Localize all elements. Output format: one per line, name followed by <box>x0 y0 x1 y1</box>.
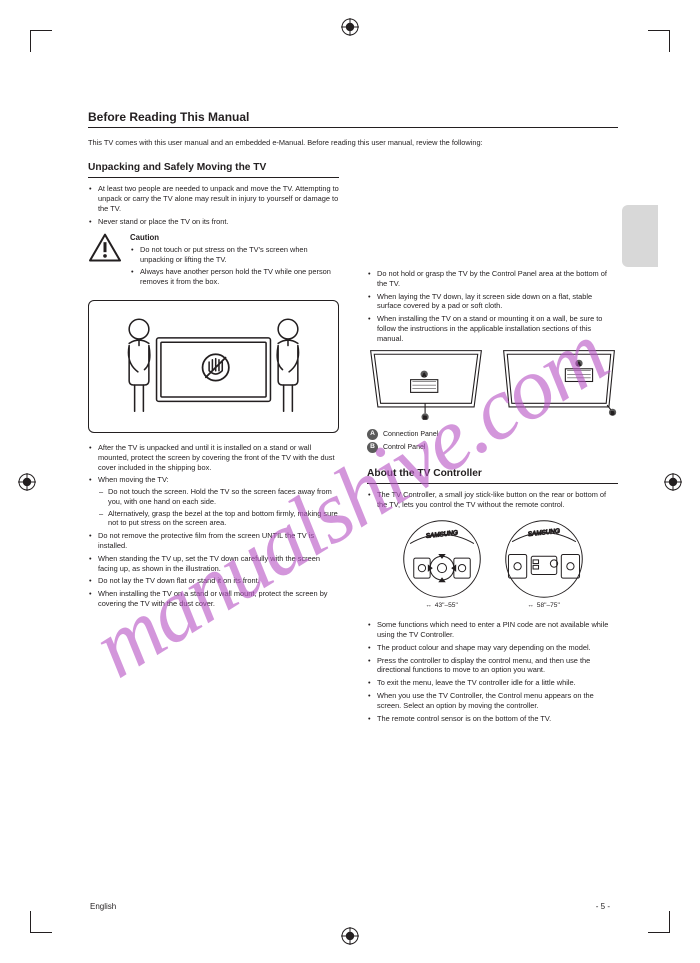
intro-paragraph: This TV comes with this user manual and … <box>88 138 618 147</box>
bullet: The product colour and shape may vary de… <box>367 643 618 653</box>
bullet: When moving the TV: Do not touch the scr… <box>88 475 339 528</box>
svg-text:SAMSUNG: SAMSUNG <box>527 527 560 537</box>
svg-text:SAMSUNG: SAMSUNG <box>425 529 458 539</box>
subheading-controller: About the TV Controller <box>367 467 618 484</box>
bullet-text: When moving the TV: <box>98 475 169 484</box>
svg-text:A: A <box>422 373 426 379</box>
crop-mark-br <box>648 911 670 933</box>
bullet: When installing the TV on a stand or wal… <box>88 589 339 609</box>
registration-mark-bottom <box>341 927 359 945</box>
bullet: When laying the TV down, lay it screen s… <box>367 292 618 312</box>
figure-tv-row: A B <box>367 347 618 422</box>
registration-mark-right <box>664 473 682 491</box>
bullet: After the TV is unpacked and until it is… <box>88 443 339 472</box>
registration-mark-left <box>18 473 36 491</box>
bullet: Some functions which need to enter a PIN… <box>367 620 618 640</box>
caution-item: Always have another person hold the TV w… <box>130 267 339 287</box>
page-number-right: - 5 - <box>596 902 610 911</box>
bullet: The TV Controller, a small joy stick-lik… <box>367 490 618 510</box>
manual-page: Before Reading This Manual This TV comes… <box>0 0 700 963</box>
legend-text: Control Panel <box>383 443 425 452</box>
sub-bullet: Do not touch the screen. Hold the TV so … <box>98 487 339 507</box>
legend-text: Connection Panel <box>383 430 438 439</box>
side-tab <box>622 205 658 267</box>
bullet: Do not hold or grasp the TV by the Contr… <box>367 269 618 289</box>
badge-a: A <box>367 429 378 440</box>
bullet: The remote control sensor is on the bott… <box>367 714 618 724</box>
crop-mark-tl <box>30 30 52 52</box>
ctrl-size: 43"–55" <box>435 602 458 611</box>
registration-mark-top <box>341 18 359 36</box>
bullet: At least two people are needed to unpack… <box>88 184 339 213</box>
subheading-unpacking: Unpacking and Safely Moving the TV <box>88 161 339 178</box>
crop-mark-bl <box>30 911 52 933</box>
caution-item: Do not touch or put stress on the TV's s… <box>130 245 339 265</box>
bullet: When you use the TV Controller, the Cont… <box>367 691 618 711</box>
section-heading-1: Before Reading This Manual <box>88 110 618 128</box>
left-column: Unpacking and Safely Moving the TV At le… <box>88 161 339 726</box>
bullet: To exit the menu, leave the TV controlle… <box>367 678 618 688</box>
controller-figure-2: SAMSUNG ↔58"–75" <box>503 518 585 611</box>
bullet: Never stand or place the TV on its front… <box>88 217 339 227</box>
crop-mark-tr <box>648 30 670 52</box>
sub-bullet: Alternatively, grasp the bezel at the to… <box>98 509 339 529</box>
svg-text:B: B <box>423 415 427 420</box>
bullet: When standing the TV up, set the TV down… <box>88 554 339 574</box>
controller-figure-1: SAMSUNG ↔43"–55" <box>401 518 483 611</box>
badge-b: B <box>367 442 378 453</box>
bullet: Do not lay the TV down flat or stand it … <box>88 576 339 586</box>
controller-figures: SAMSUNG ↔43"–55" <box>367 518 618 611</box>
figure-carry-tv <box>88 300 339 433</box>
bullet: When installing the TV on a stand or mou… <box>367 314 618 343</box>
svg-text:A: A <box>577 362 581 368</box>
svg-text:B: B <box>611 411 615 417</box>
tv-figure-left: A B <box>367 347 485 422</box>
right-column: Do not hold or grasp the TV by the Contr… <box>367 161 618 726</box>
figure-legend: A Connection Panel B Control Panel <box>367 429 618 453</box>
tv-figure-right: A B <box>500 347 618 422</box>
bullet: Press the controller to display the cont… <box>367 656 618 676</box>
bullet: Do not remove the protective film from t… <box>88 531 339 551</box>
ctrl-size: 58"–75" <box>537 602 560 611</box>
page-content: Before Reading This Manual This TV comes… <box>88 110 618 726</box>
page-label-left: English <box>90 902 116 911</box>
caution-label: Caution <box>130 233 339 243</box>
arrows-icon: ↔ <box>527 602 534 611</box>
warning-icon <box>88 233 122 266</box>
arrows-icon: ↔ <box>425 602 432 611</box>
